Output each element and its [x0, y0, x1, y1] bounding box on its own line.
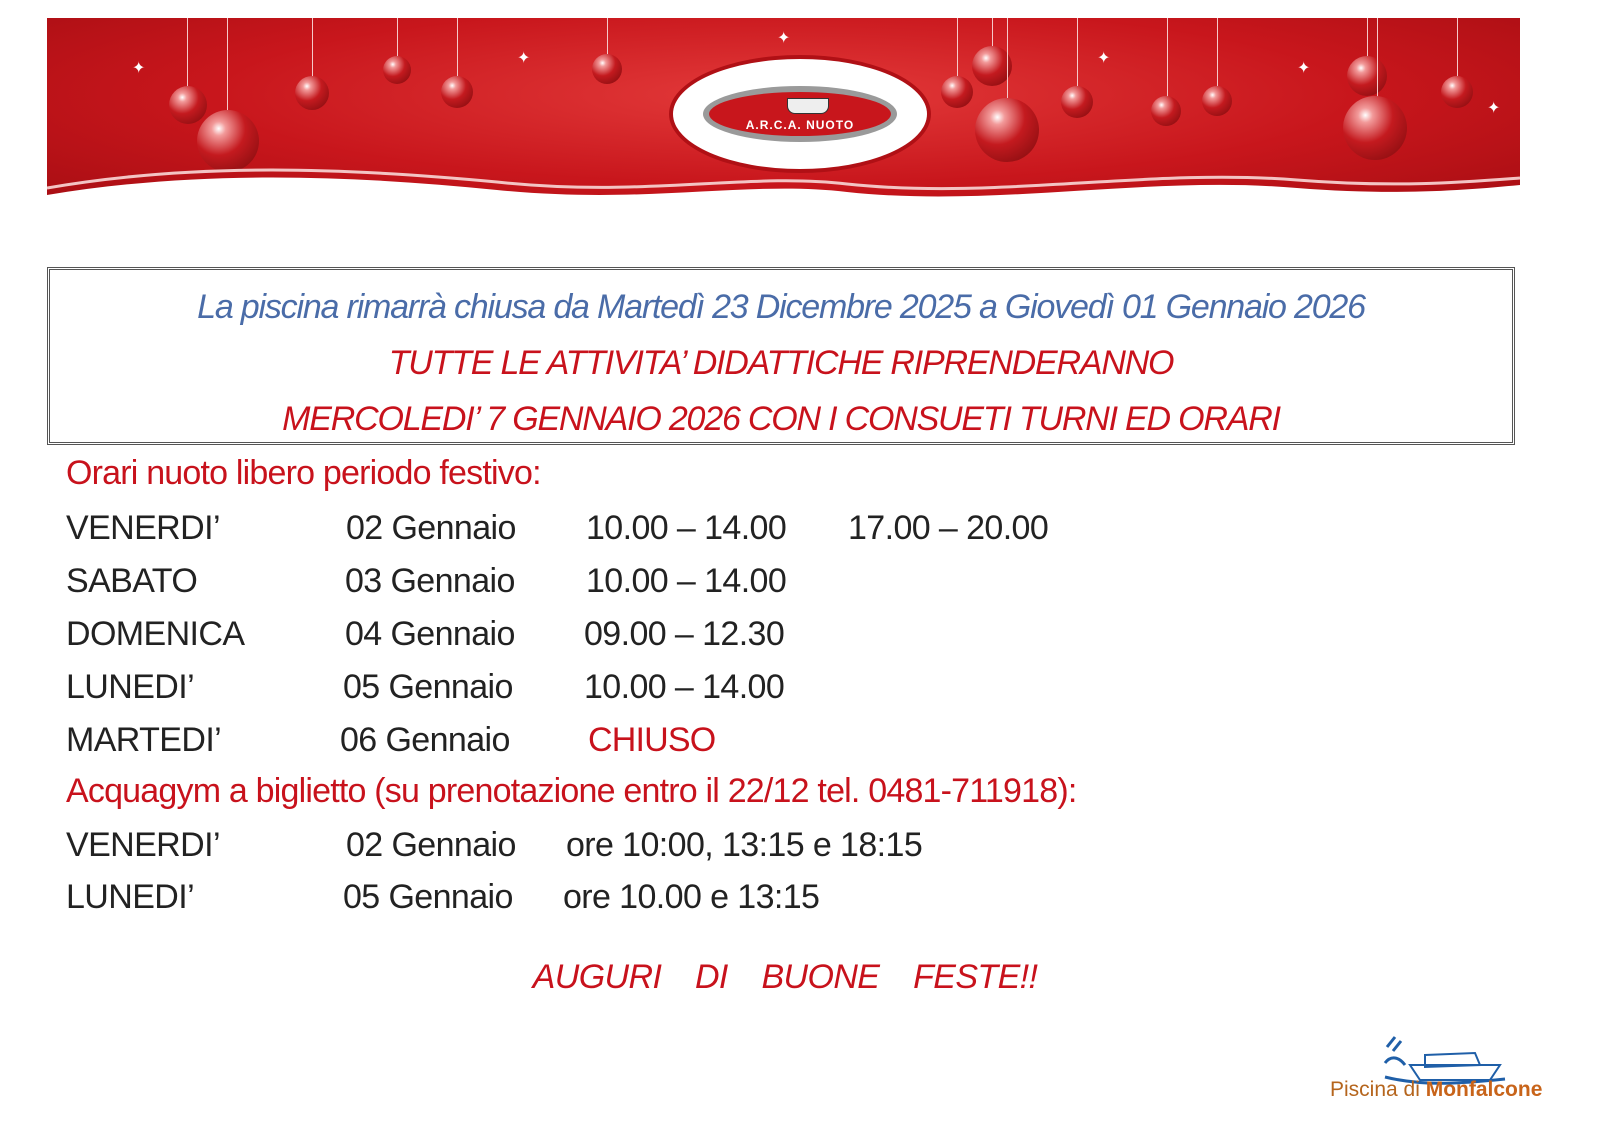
- time-slot: 10.00 – 14.00: [586, 509, 787, 547]
- ornament-icon: [197, 110, 259, 172]
- day: MARTEDI’: [66, 721, 222, 759]
- date: 06 Gennaio: [340, 721, 510, 759]
- footer-brand: Piscina di Monfalcone: [1330, 1078, 1542, 1102]
- greeting: AUGURI DI BUONE FESTE!!: [532, 958, 1038, 996]
- sparkle-icon: ✦: [1487, 100, 1501, 117]
- time-slot: 10.00 – 14.00: [586, 562, 787, 600]
- resume-notice-line2: MERCOLEDI’ 7 GENNAIO 2026 CON I CONSUETI…: [282, 400, 1281, 438]
- sparkle-icon: ✦: [132, 60, 146, 77]
- closure-notice: La piscina rimarrà chiusa da Martedì 23 …: [197, 288, 1366, 326]
- day: SABATO: [66, 562, 198, 600]
- ornament-icon: [592, 54, 622, 84]
- ornament-icon: [169, 86, 207, 124]
- acquagym-heading: Acquagym a biglietto (su prenotazione en…: [66, 772, 1077, 810]
- ornament-icon: [1202, 86, 1232, 116]
- arca-nuoto-logo: A.R.C.A. NUOTO: [669, 55, 931, 173]
- wave-decoration: [47, 168, 1520, 210]
- logo-text: A.R.C.A. NUOTO: [745, 118, 855, 132]
- ornament-icon: [975, 98, 1039, 162]
- day: VENERDI’: [66, 826, 221, 864]
- ornament-icon: [941, 76, 973, 108]
- brand-name: Monfalcone: [1425, 1078, 1543, 1101]
- ornament-icon: [1347, 56, 1387, 96]
- ornament-icon: [972, 46, 1012, 86]
- closed-label: CHIUSO: [588, 721, 716, 759]
- ornament-icon: [441, 76, 473, 108]
- day: DOMENICA: [66, 615, 245, 653]
- date: 02 Gennaio: [346, 826, 516, 864]
- time-slot: ore 10:00, 13:15 e 18:15: [566, 826, 923, 864]
- ornament-icon: [1343, 96, 1407, 160]
- resume-notice-line1: TUTTE LE ATTIVITA’ DIDATTICHE RIPRENDERA…: [388, 344, 1175, 382]
- free-swim-heading: Orari nuoto libero periodo festivo:: [66, 454, 542, 492]
- time-slot: 10.00 – 14.00: [584, 668, 785, 706]
- sparkle-icon: ✦: [1097, 50, 1111, 67]
- date: 04 Gennaio: [345, 615, 515, 653]
- day: LUNEDI’: [66, 878, 195, 916]
- date: 05 Gennaio: [343, 668, 513, 706]
- ornament-icon: [295, 76, 329, 110]
- ornament-icon: [1441, 76, 1473, 108]
- date: 02 Gennaio: [346, 509, 516, 547]
- ornament-icon: [1151, 96, 1181, 126]
- brand-prefix: Piscina di: [1330, 1078, 1426, 1101]
- boat-icon: [787, 98, 829, 114]
- sparkle-icon: ✦: [517, 50, 531, 67]
- sparkle-icon: ✦: [1297, 60, 1311, 77]
- date: 05 Gennaio: [343, 878, 513, 916]
- christmas-banner: ✦ ✦ ✦ ✦ ✦ ✦ A.R.C.A. NUOTO: [47, 18, 1520, 210]
- time-slot: 17.00 – 20.00: [848, 509, 1049, 547]
- piscina-monfalcone-logo-icon: [1383, 1036, 1506, 1085]
- time-slot: ore 10.00 e 13:15: [563, 878, 820, 916]
- day: VENERDI’: [66, 509, 221, 547]
- time-slot: 09.00 – 12.30: [584, 615, 785, 653]
- ornament-icon: [383, 56, 411, 84]
- date: 03 Gennaio: [345, 562, 515, 600]
- day: LUNEDI’: [66, 668, 195, 706]
- ornament-icon: [1061, 86, 1093, 118]
- closure-notice-box: La piscina rimarrà chiusa da Martedì 23 …: [47, 267, 1515, 445]
- sparkle-icon: ✦: [777, 30, 791, 47]
